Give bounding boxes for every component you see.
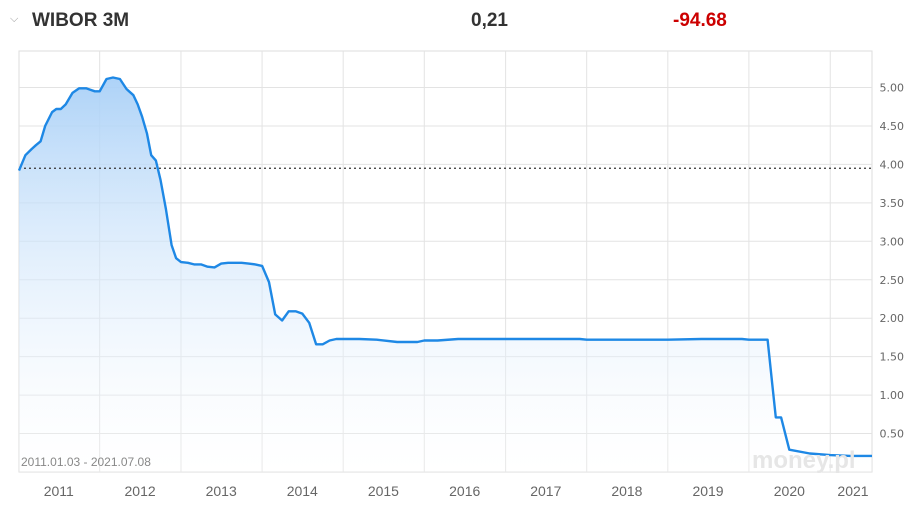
x-tick-label: 2014 bbox=[287, 483, 318, 499]
x-tick-label: 2017 bbox=[530, 483, 561, 499]
x-tick-label: 2011 bbox=[44, 483, 74, 499]
watermark-logo: money.pl bbox=[752, 447, 856, 474]
percent-change: -94.68 bbox=[673, 10, 727, 31]
y-tick-label: 2.00 bbox=[880, 312, 905, 325]
date-range-label: 2011.01.03 - 2021.07.08 bbox=[21, 455, 151, 469]
x-tick-label: 2012 bbox=[125, 483, 156, 499]
y-tick-label: 3.50 bbox=[880, 197, 905, 210]
y-tick-label: 4.00 bbox=[880, 158, 905, 171]
x-tick-label: 2015 bbox=[368, 483, 399, 499]
current-value: 0,21 bbox=[471, 10, 508, 31]
area-fill bbox=[19, 77, 872, 472]
y-tick-label: 3.00 bbox=[880, 235, 905, 248]
x-tick-label: 2018 bbox=[611, 483, 642, 499]
y-tick-label: 4.50 bbox=[880, 120, 905, 133]
y-axis: 0.50 1.00 1.50 2.00 2.50 3.00 3.50 4.00 4.50 5.00 bbox=[880, 82, 905, 441]
x-tick-label: 2021 bbox=[837, 483, 868, 499]
instrument-title[interactable]: WIBOR 3M bbox=[32, 10, 130, 31]
chevron-down-icon[interactable]: ⌵ bbox=[10, 13, 19, 25]
x-tick-label: 2019 bbox=[692, 483, 723, 499]
y-tick-label: 5.00 bbox=[880, 82, 905, 95]
x-tick-label: 2013 bbox=[206, 483, 237, 499]
x-axis: 2011 2012 2013 2014 2015 2016 2017 2018 2019 2020… bbox=[44, 483, 869, 499]
y-tick-label: 0.50 bbox=[880, 428, 905, 441]
x-tick-label: 2020 bbox=[774, 483, 805, 499]
y-tick-label: 2.50 bbox=[880, 274, 905, 287]
chart-header: ⌵ WIBOR 3M 0,21 -94.68 bbox=[0, 0, 916, 44]
y-tick-label: 1.50 bbox=[880, 351, 905, 364]
series-line bbox=[17, 76, 872, 458]
y-tick-label: 1.00 bbox=[880, 389, 905, 402]
x-tick-label: 2016 bbox=[449, 483, 480, 499]
